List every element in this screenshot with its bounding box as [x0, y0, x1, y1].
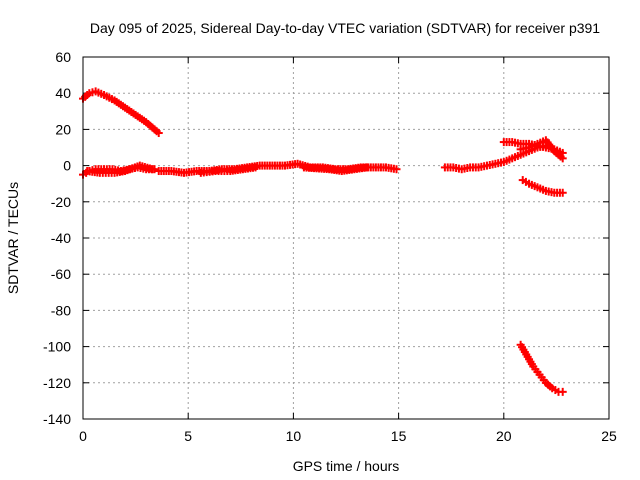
y-tick-label: 0	[63, 158, 71, 174]
chart-title: Day 095 of 2025, Sidereal Day-to-day VTE…	[90, 20, 600, 36]
x-tick-label: 5	[184, 428, 192, 444]
grid-lines	[83, 57, 609, 419]
x-tick-label: 20	[496, 428, 512, 444]
data-point	[558, 387, 567, 396]
x-tick-label: 0	[79, 428, 87, 444]
data-point	[558, 188, 567, 197]
y-tick-label: -80	[51, 302, 71, 318]
data-point	[363, 163, 372, 172]
y-tick-label: 40	[55, 85, 71, 101]
y-tick-label: 60	[55, 49, 71, 65]
y-tick-label: -140	[43, 411, 71, 427]
data-point	[392, 165, 401, 174]
y-tick-label: -40	[51, 230, 71, 246]
x-tick-label: 10	[286, 428, 302, 444]
y-axis-label: SDTVAR / TECUs	[5, 182, 21, 294]
y-tick-label: -60	[51, 266, 71, 282]
y-tick-label: 20	[55, 121, 71, 137]
data-point	[154, 129, 163, 138]
x-tick-label: 15	[391, 428, 407, 444]
x-tick-label: 25	[601, 428, 617, 444]
y-tick-label: -20	[51, 194, 71, 210]
data-point	[148, 165, 157, 174]
data-point	[558, 154, 567, 163]
plot-frame	[82, 56, 610, 420]
y-tick-label: -120	[43, 375, 71, 391]
data-point	[251, 163, 260, 172]
axes: 0 5 10 15 20 25 60 40 20 0 -20 -40 -60 -80 -100 -120 -14…	[43, 49, 617, 444]
data-points	[79, 87, 567, 396]
y-tick-label: -100	[43, 339, 71, 355]
x-axis-label: GPS time / hours	[293, 458, 400, 474]
